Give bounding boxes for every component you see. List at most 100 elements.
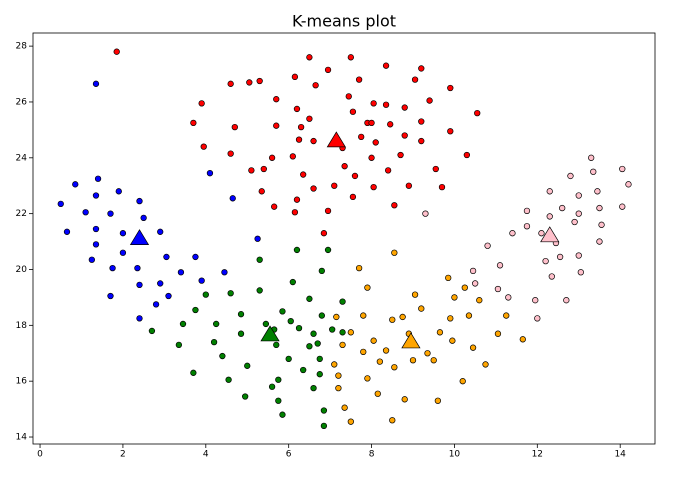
point bbox=[358, 133, 365, 141]
point bbox=[198, 100, 205, 107]
point bbox=[469, 267, 477, 275]
point bbox=[370, 337, 377, 344]
point bbox=[318, 312, 325, 319]
point bbox=[401, 132, 408, 139]
point bbox=[324, 246, 332, 254]
point bbox=[227, 150, 234, 157]
point bbox=[335, 385, 342, 392]
point bbox=[287, 317, 294, 325]
point bbox=[571, 218, 578, 226]
point bbox=[567, 172, 574, 180]
point bbox=[107, 210, 114, 217]
point bbox=[368, 154, 375, 161]
point bbox=[418, 305, 425, 312]
x-tick-label: 14 bbox=[614, 450, 626, 460]
point bbox=[109, 264, 116, 272]
point bbox=[341, 404, 348, 411]
point bbox=[523, 223, 531, 230]
y-tick-label: 24 bbox=[16, 153, 28, 163]
point bbox=[401, 104, 408, 111]
point bbox=[314, 340, 321, 347]
point bbox=[459, 378, 466, 385]
point bbox=[268, 383, 276, 390]
point bbox=[391, 202, 398, 209]
point bbox=[268, 154, 276, 161]
point bbox=[364, 284, 371, 291]
point bbox=[426, 97, 433, 104]
y-tick-label: 16 bbox=[16, 377, 28, 387]
point bbox=[397, 151, 404, 159]
point bbox=[82, 209, 89, 216]
point bbox=[523, 207, 531, 215]
point bbox=[206, 170, 214, 177]
point bbox=[418, 118, 425, 125]
point bbox=[273, 96, 280, 103]
point bbox=[72, 181, 79, 188]
point bbox=[192, 306, 199, 314]
point bbox=[559, 204, 566, 212]
point bbox=[575, 210, 582, 217]
point bbox=[401, 396, 408, 403]
point bbox=[384, 167, 392, 174]
point bbox=[345, 93, 352, 100]
point bbox=[318, 267, 325, 275]
point bbox=[355, 264, 363, 272]
point bbox=[451, 294, 458, 301]
point bbox=[432, 165, 439, 173]
point bbox=[293, 105, 301, 113]
point bbox=[563, 297, 570, 304]
point bbox=[577, 269, 584, 276]
point bbox=[88, 256, 95, 263]
chart-title: K-means plot bbox=[292, 12, 396, 31]
point bbox=[335, 372, 342, 379]
point bbox=[472, 280, 479, 287]
point bbox=[418, 65, 425, 72]
point bbox=[447, 84, 454, 92]
point bbox=[175, 341, 183, 349]
point bbox=[409, 357, 417, 364]
point bbox=[619, 203, 626, 210]
point bbox=[227, 80, 234, 87]
point bbox=[316, 371, 323, 378]
point bbox=[347, 54, 354, 61]
point bbox=[436, 329, 444, 336]
point bbox=[349, 108, 357, 115]
point bbox=[556, 253, 564, 261]
point bbox=[382, 62, 390, 69]
point bbox=[625, 181, 632, 188]
x-tick-label: 12 bbox=[532, 450, 543, 460]
point bbox=[192, 253, 199, 261]
point bbox=[370, 183, 377, 191]
point bbox=[598, 221, 605, 228]
point bbox=[200, 143, 207, 150]
point bbox=[575, 252, 582, 259]
point bbox=[596, 204, 603, 212]
point bbox=[532, 297, 539, 304]
point bbox=[347, 418, 354, 425]
point bbox=[519, 336, 526, 343]
point bbox=[273, 122, 280, 129]
point bbox=[279, 411, 286, 418]
x-tick-label: 10 bbox=[449, 450, 461, 460]
point bbox=[273, 341, 280, 349]
point bbox=[447, 128, 454, 135]
point bbox=[341, 163, 348, 170]
point bbox=[279, 308, 286, 315]
point bbox=[333, 313, 340, 321]
point bbox=[391, 364, 398, 371]
point bbox=[134, 264, 141, 272]
point bbox=[329, 326, 336, 333]
point bbox=[575, 192, 582, 199]
point bbox=[434, 397, 442, 404]
point bbox=[289, 278, 296, 286]
point bbox=[202, 291, 209, 298]
point bbox=[157, 228, 164, 235]
point bbox=[237, 311, 245, 318]
point bbox=[411, 291, 419, 298]
point bbox=[92, 241, 100, 248]
point bbox=[542, 257, 549, 265]
point bbox=[300, 171, 307, 178]
point bbox=[445, 274, 452, 282]
